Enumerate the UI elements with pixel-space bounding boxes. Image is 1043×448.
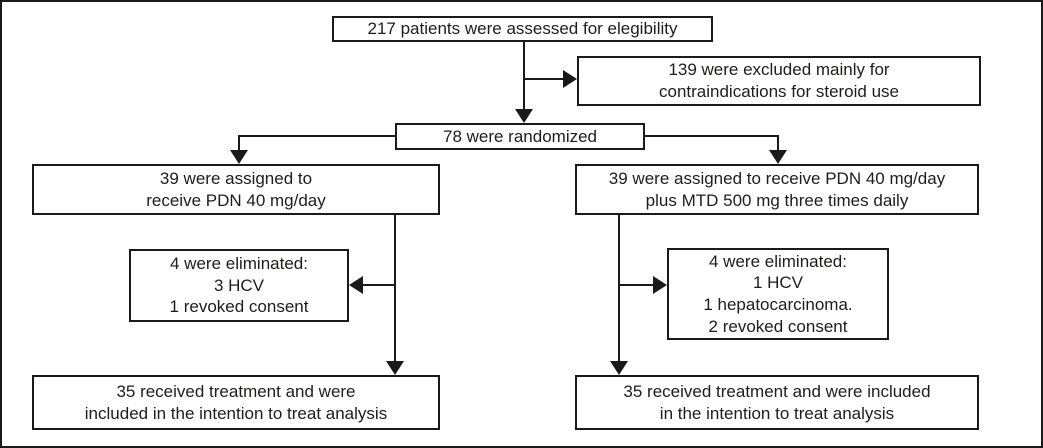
arrow-assessed-to-randomized	[515, 42, 533, 123]
box-eliminated-left-arm: 4 were eliminated: 3 HCV 1 revoked conse…	[129, 249, 349, 322]
box-assessed-eligibility: 217 patients were assessed for elegibili…	[332, 16, 713, 42]
box-assigned-pdn: 39 were assigned to receive PDN 40 mg/da…	[32, 164, 440, 215]
arrow-right-arm-to-final	[610, 215, 628, 375]
box-treated-left-arm: 35 received treatment and were included …	[32, 375, 440, 430]
arrow-to-right-elimination	[619, 276, 667, 294]
arrow-to-left-elimination	[349, 276, 395, 294]
arrow-randomized-to-left-arm	[230, 135, 395, 164]
arrow-left-arm-to-final	[386, 215, 404, 375]
box-treated-right-arm: 35 received treatment and were included …	[575, 375, 979, 430]
arrow-to-excluded	[524, 70, 577, 88]
box-excluded: 139 were excluded mainly for contraindic…	[577, 56, 981, 106]
arrow-randomized-to-right-arm	[645, 135, 787, 164]
box-eliminated-right-arm: 4 were eliminated: 1 HCV 1 hepatocarcino…	[667, 248, 889, 340]
box-assigned-pdn-mtd: 39 were assigned to receive PDN 40 mg/da…	[575, 164, 979, 215]
box-randomized: 78 were randomized	[395, 123, 645, 150]
